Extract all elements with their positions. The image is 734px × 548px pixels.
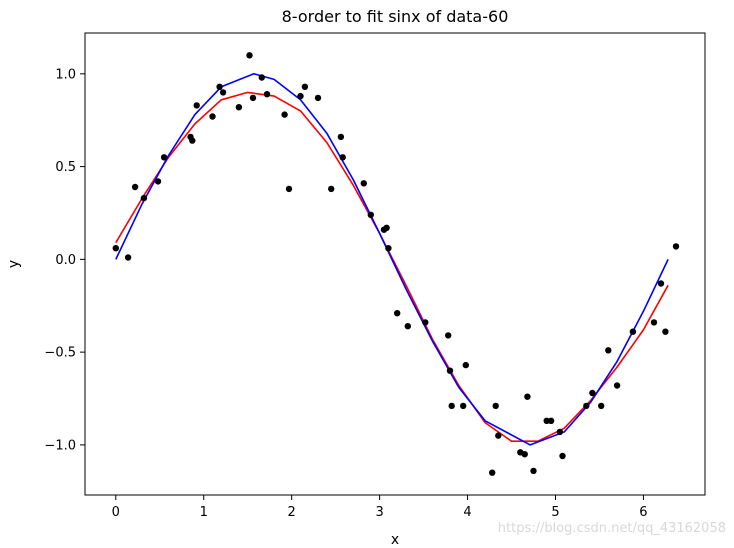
data-point [495, 432, 502, 439]
data-point [131, 183, 139, 191]
data-point [249, 94, 257, 102]
watermark: https://blog.csdn.net/qq_43162058 [498, 521, 726, 536]
data-point [404, 323, 411, 330]
data-point [613, 382, 621, 389]
x-tick-label: 0 [112, 505, 120, 520]
x-axis-label: x [391, 532, 399, 548]
data-point [154, 178, 162, 185]
data-point [314, 94, 322, 102]
data-point [337, 133, 345, 141]
data-point [367, 211, 374, 218]
data-point [216, 83, 223, 91]
data-point [297, 92, 304, 100]
data-point [124, 254, 132, 261]
data-point [629, 328, 637, 335]
x-tick-label: 3 [375, 505, 383, 520]
y-axis-label: y [6, 260, 22, 268]
data-point [285, 185, 293, 193]
data-point [422, 319, 429, 326]
x-tick-label: 1 [200, 505, 208, 520]
data-point [543, 417, 550, 424]
data-point [530, 467, 537, 475]
x-axis-ticks: 0 1 2 3 4 5 6 [112, 495, 648, 520]
data-point [328, 185, 335, 193]
chart-title: 8-order to fit sinx of data-60 [282, 7, 509, 26]
data-point [672, 243, 680, 250]
fit-line-blue [115, 73, 669, 446]
x-tick-label: 6 [639, 505, 647, 520]
series-layer [112, 52, 680, 476]
y-axis-ticks: −1.0 −0.5 0.0 0.5 1.0 [44, 67, 85, 453]
data-point [559, 452, 566, 460]
y-tick-label: 1.0 [55, 67, 76, 82]
data-point [235, 104, 243, 111]
data-point [448, 402, 455, 410]
data-point [556, 428, 564, 436]
data-point [394, 310, 401, 317]
x-tick-label: 5 [551, 505, 559, 520]
x-tick-label: 4 [463, 505, 471, 520]
data-point [547, 417, 555, 424]
y-tick-label: 0.5 [55, 160, 76, 175]
data-point [524, 393, 531, 400]
data-point [662, 328, 669, 335]
data-point [462, 361, 469, 369]
data-point [492, 402, 499, 410]
data-point [281, 111, 288, 118]
y-tick-label: −0.5 [44, 346, 76, 361]
x-tick-label: 2 [288, 505, 296, 520]
y-tick-label: −1.0 [44, 438, 76, 453]
data-point [258, 74, 265, 81]
data-point [521, 451, 528, 458]
data-point [209, 113, 216, 120]
fit-line-red [115, 91, 669, 442]
data-point [301, 83, 309, 91]
data-point [219, 89, 227, 96]
data-point [445, 332, 452, 339]
y-tick-label: 0.0 [55, 253, 76, 268]
data-point [193, 102, 200, 109]
data-point [598, 402, 605, 410]
plot-frame [84, 32, 706, 496]
data-point [657, 280, 665, 287]
data-point [160, 154, 168, 161]
data-point [605, 347, 612, 354]
data-point [246, 52, 253, 59]
data-point [339, 154, 346, 161]
data-point [650, 319, 658, 326]
data-point [383, 224, 390, 231]
data-point [446, 367, 454, 374]
data-point [360, 180, 367, 187]
data-point [263, 91, 271, 98]
data-point [583, 402, 590, 410]
data-point [140, 194, 148, 202]
data-point [489, 469, 496, 476]
data-point [189, 137, 196, 144]
data-point [460, 402, 467, 410]
data-point [589, 389, 596, 397]
data-point [385, 245, 392, 252]
data-point [112, 245, 120, 252]
